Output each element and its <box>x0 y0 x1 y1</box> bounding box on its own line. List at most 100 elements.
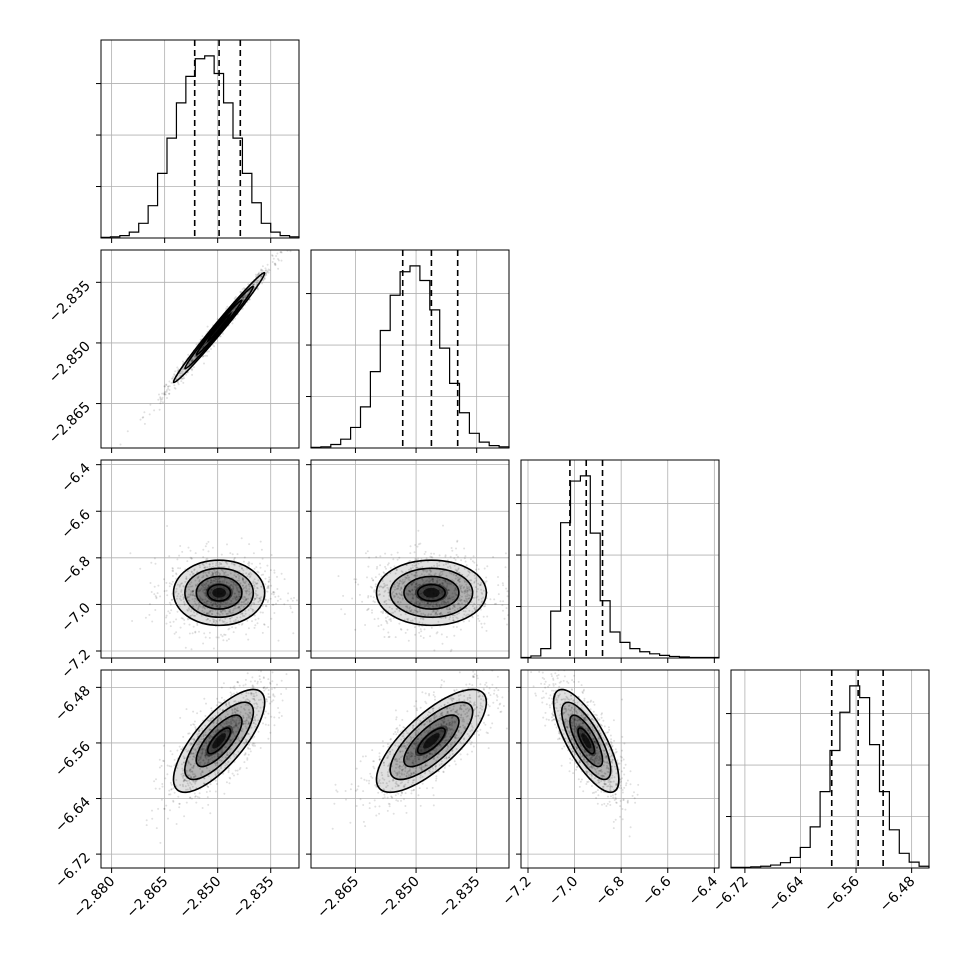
scatter-point <box>215 704 218 707</box>
scatter-point <box>192 723 195 726</box>
scatter-point <box>245 719 248 721</box>
scatter-point <box>254 725 257 728</box>
scatter-point <box>406 770 409 773</box>
scatter-point <box>479 583 482 586</box>
scatter-point <box>411 596 414 599</box>
scatter-point <box>502 600 505 603</box>
scatter-point <box>417 583 420 586</box>
scatter-point <box>203 601 206 604</box>
scatter-point <box>414 574 417 577</box>
scatter-point <box>378 755 381 758</box>
scatter-point <box>478 694 481 697</box>
scatter-point <box>230 583 233 586</box>
scatter-point <box>218 581 220 584</box>
scatter-point <box>242 296 245 299</box>
scatter-point <box>230 580 232 583</box>
scatter-point <box>180 589 183 592</box>
scatter-point <box>192 572 195 575</box>
scatter-point <box>525 580 527 582</box>
scatter-point <box>243 556 246 559</box>
scatter-point <box>224 762 227 765</box>
scatter-point <box>182 381 185 384</box>
scatter-point <box>252 283 255 286</box>
scatter-point <box>261 585 263 588</box>
scatter-point <box>269 569 272 572</box>
scatter-point <box>413 551 416 554</box>
scatter-point <box>421 579 424 582</box>
scatter-point <box>190 591 193 594</box>
scatter-point <box>217 602 220 604</box>
scatter-point <box>188 599 191 602</box>
scatter-point <box>405 775 408 778</box>
scatter-point <box>273 569 276 572</box>
scatter-point <box>197 605 200 608</box>
scatter-point <box>238 721 241 724</box>
scatter-point <box>393 565 396 568</box>
scatter-point <box>183 778 186 781</box>
scatter-point <box>190 724 192 726</box>
density-region <box>423 587 440 598</box>
scatter-point <box>428 603 431 606</box>
scatter-point <box>233 719 236 722</box>
scatter-point <box>452 595 455 598</box>
scatter-point <box>409 559 411 562</box>
scatter-point <box>278 711 281 714</box>
scatter-point <box>429 570 432 573</box>
scatter-point <box>187 774 190 777</box>
scatter-point <box>210 709 213 712</box>
scatter-point <box>205 791 208 793</box>
scatter-point <box>168 380 171 383</box>
scatter-point <box>472 670 475 673</box>
scatter-point <box>193 597 196 600</box>
scatter-point <box>216 580 219 583</box>
scatter-point <box>432 580 435 583</box>
scatter-point <box>373 590 376 593</box>
scatter-point <box>196 743 199 746</box>
scatter-point <box>398 597 401 600</box>
scatter-point <box>265 605 268 608</box>
scatter-point <box>203 583 206 586</box>
scatter-point <box>204 734 207 736</box>
scatter-point <box>271 688 273 690</box>
scatter-point <box>280 251 282 253</box>
scatter-point <box>415 586 417 589</box>
scatter-point <box>247 562 249 565</box>
scatter-point <box>229 718 232 721</box>
scatter-point <box>462 587 465 589</box>
scatter-point <box>454 592 457 595</box>
scatter-point <box>139 567 142 570</box>
scatter-point <box>202 735 205 738</box>
scatter-point <box>407 589 410 592</box>
scatter-point <box>464 555 467 558</box>
scatter-point <box>451 598 454 601</box>
scatter-point <box>246 672 249 675</box>
scatter-point <box>231 591 234 594</box>
scatter-point <box>242 720 245 723</box>
scatter-point <box>232 587 235 590</box>
scatter-point <box>207 600 210 603</box>
scatter-point <box>204 755 207 758</box>
scatter-point <box>226 706 229 708</box>
scatter-point <box>235 691 238 694</box>
scatter-point <box>407 576 410 579</box>
scatter-point <box>224 716 227 719</box>
scatter-point <box>219 708 222 711</box>
scatter-point <box>178 636 181 639</box>
scatter-point <box>399 750 402 753</box>
scatter-point <box>206 575 209 578</box>
scatter-point <box>207 785 210 788</box>
scatter-point <box>219 604 222 607</box>
scatter-point <box>382 571 385 574</box>
scatter-point <box>214 597 217 600</box>
scatter-point <box>226 543 228 546</box>
scatter-point <box>393 596 396 599</box>
scatter-point <box>217 753 220 756</box>
scatter-point <box>233 711 236 713</box>
scatter-point <box>240 297 243 300</box>
scatter-point <box>272 591 275 593</box>
scatter-point <box>198 580 201 583</box>
scatter-point <box>150 561 153 564</box>
scatter-point <box>453 605 455 608</box>
scatter-point <box>254 719 257 722</box>
panel-content <box>119 250 292 446</box>
